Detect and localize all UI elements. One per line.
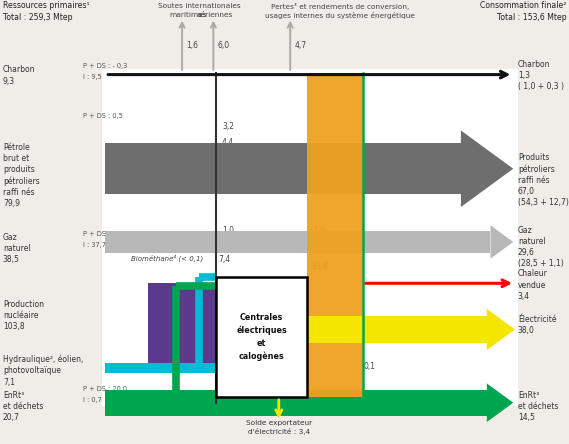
Polygon shape	[461, 131, 513, 207]
Bar	[105, 363, 216, 373]
Text: maritimes: maritimes	[169, 12, 207, 19]
Text: 4,4: 4,4	[222, 139, 234, 147]
Text: I : 0,7: I : 0,7	[83, 397, 101, 403]
Bar	[307, 73, 363, 397]
Text: P + DS : 20,0: P + DS : 20,0	[83, 386, 127, 392]
Text: Gaz
naturel
29,6
(28,5 + 1,1): Gaz naturel 29,6 (28,5 + 1,1)	[518, 226, 563, 269]
Bar	[307, 316, 486, 343]
Text: I : 9,5: I : 9,5	[83, 74, 101, 80]
Text: Gaz
naturel
38,5: Gaz naturel 38,5	[3, 233, 31, 264]
Polygon shape	[487, 384, 513, 422]
Text: Électricité
38,0: Électricité 38,0	[518, 315, 556, 335]
Text: Charbon
9,3: Charbon 9,3	[3, 65, 35, 86]
Text: Hydraulique², éolien,
photovoltaïque
7,1: Hydraulique², éolien, photovoltaïque 7,1	[3, 355, 83, 387]
Text: Produits
pétroliers
raffi nés
67,0
(54,3 + 12,7): Produits pétroliers raffi nés 67,0 (54,3…	[518, 153, 568, 207]
Text: 4,7: 4,7	[294, 41, 306, 50]
Text: 0,1: 0,1	[363, 362, 375, 371]
Text: 6,0: 6,0	[217, 41, 229, 50]
Text: 1,0: 1,0	[222, 226, 234, 235]
Bar	[148, 283, 307, 365]
Text: usages internes du système énergétique: usages internes du système énergétique	[265, 12, 415, 20]
Bar	[216, 277, 307, 397]
Polygon shape	[490, 226, 513, 258]
Text: Pertes³ et rendements de conversion,: Pertes³ et rendements de conversion,	[271, 3, 409, 10]
Text: 7,4: 7,4	[218, 255, 230, 264]
Text: P + DS : - 0,3: P + DS : - 0,3	[83, 63, 127, 69]
Text: P + DS : 0,5: P + DS : 0,5	[83, 113, 122, 119]
Bar	[105, 390, 487, 416]
Text: I : 37,7: I : 37,7	[83, 242, 105, 248]
Text: Chaleur
vendue
3,4: Chaleur vendue 3,4	[518, 270, 548, 301]
Text: 6,1: 6,1	[218, 358, 230, 367]
Text: Soutes internationales: Soutes internationales	[158, 3, 241, 9]
Text: Solde exportateur
d'électricité : 3,4: Solde exportateur d'électricité : 3,4	[246, 420, 312, 435]
Bar	[102, 69, 518, 406]
Text: Production
nucléaire
103,8: Production nucléaire 103,8	[3, 300, 44, 331]
Text: 1,6: 1,6	[313, 226, 325, 235]
Text: EnRt³
et déchets
20,7: EnRt³ et déchets 20,7	[3, 391, 43, 422]
Text: aériennes: aériennes	[197, 12, 233, 19]
Text: Consommation finale²
Total : 153,6 Mtep: Consommation finale² Total : 153,6 Mtep	[480, 1, 566, 22]
Text: Centrales
électriques
et
calogènes: Centrales électriques et calogènes	[236, 313, 287, 361]
Text: Ressources primaires¹
Total : 259,3 Mtep: Ressources primaires¹ Total : 259,3 Mtep	[3, 1, 89, 22]
Text: Charbon
1,3
( 1,0 + 0,3 ): Charbon 1,3 ( 1,0 + 0,3 )	[518, 60, 564, 91]
Text: 3,2: 3,2	[222, 122, 234, 131]
Text: 83,8: 83,8	[312, 262, 328, 271]
Text: P + DS : 0,7: P + DS : 0,7	[83, 231, 122, 238]
Text: Biométhane⁴ (< 0,1): Biométhane⁴ (< 0,1)	[131, 255, 203, 262]
Text: EnRt³
et déchets
14,5: EnRt³ et déchets 14,5	[518, 391, 558, 422]
Text: 1,6: 1,6	[186, 41, 198, 50]
Bar	[105, 143, 461, 194]
Bar	[105, 231, 490, 253]
Text: Pétrole
brut et
produits
pétroliers
raffi nés
79,9: Pétrole brut et produits pétroliers raff…	[3, 143, 40, 208]
Polygon shape	[486, 309, 515, 350]
